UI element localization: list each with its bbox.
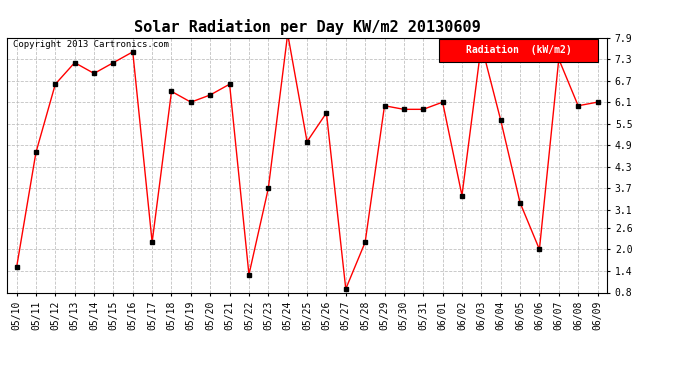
Text: Radiation  (kW/m2): Radiation (kW/m2): [466, 45, 571, 55]
Text: Copyright 2013 Cartronics.com: Copyright 2013 Cartronics.com: [13, 40, 169, 49]
Bar: [439, 39, 598, 62]
Title: Solar Radiation per Day KW/m2 20130609: Solar Radiation per Day KW/m2 20130609: [134, 19, 480, 35]
